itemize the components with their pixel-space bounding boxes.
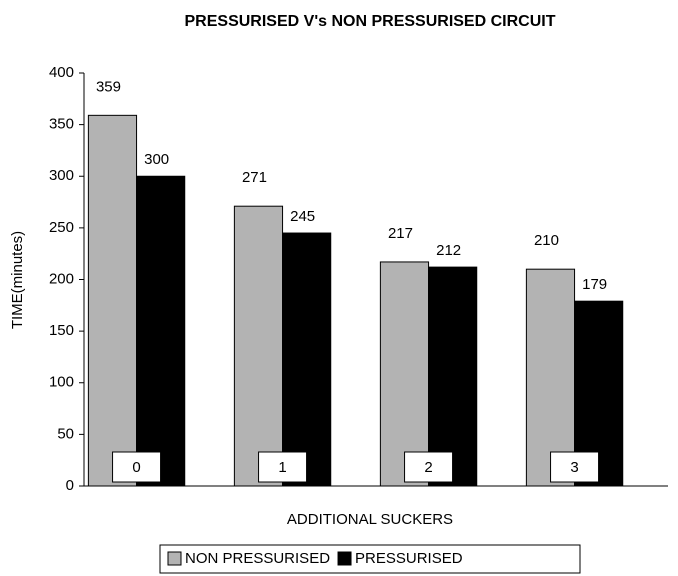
y-tick-label: 50: [57, 425, 74, 442]
value-label: 179: [582, 276, 607, 293]
category-box: [258, 451, 308, 483]
legend-label: PRESSURISED: [355, 550, 463, 567]
category-box: [404, 451, 454, 483]
bar: [87, 114, 138, 487]
value-label: 271: [242, 169, 267, 186]
bar: [282, 232, 332, 487]
value-label: 359: [96, 78, 121, 95]
y-tick-label: 0: [66, 477, 74, 494]
bar: [233, 205, 284, 487]
x-tick-label: 3: [570, 459, 578, 476]
value-label: 217: [388, 225, 413, 242]
y-axis-label: TIME(minutes): [9, 231, 26, 329]
y-tick-label: 350: [49, 116, 74, 133]
y-tick-label: 150: [49, 322, 74, 339]
legend-swatch: [167, 551, 182, 566]
category-box: [112, 451, 162, 483]
bar: [525, 268, 576, 487]
value-label: 210: [534, 232, 559, 249]
value-label: 300: [144, 151, 169, 168]
y-tick-label: 100: [49, 374, 74, 391]
x-axis-label: ADDITIONAL SUCKERS: [287, 511, 453, 528]
chart-title: PRESSURISED V's NON PRESSURISED CIRCUIT: [185, 13, 556, 30]
x-tick-label: 1: [278, 459, 286, 476]
legend-box: [159, 544, 581, 574]
value-label: 212: [436, 242, 461, 259]
y-tick-label: 400: [49, 64, 74, 81]
bar: [136, 175, 186, 487]
legend-label: NON PRESSURISED: [185, 550, 330, 567]
legend-swatch: [337, 551, 352, 566]
x-tick-label: 0: [132, 459, 140, 476]
y-tick-label: 200: [49, 270, 74, 287]
category-box: [550, 451, 600, 483]
y-tick-label: 250: [49, 219, 74, 236]
x-tick-label: 2: [424, 459, 432, 476]
value-label: 245: [290, 208, 315, 225]
y-tick-label: 300: [49, 167, 74, 184]
